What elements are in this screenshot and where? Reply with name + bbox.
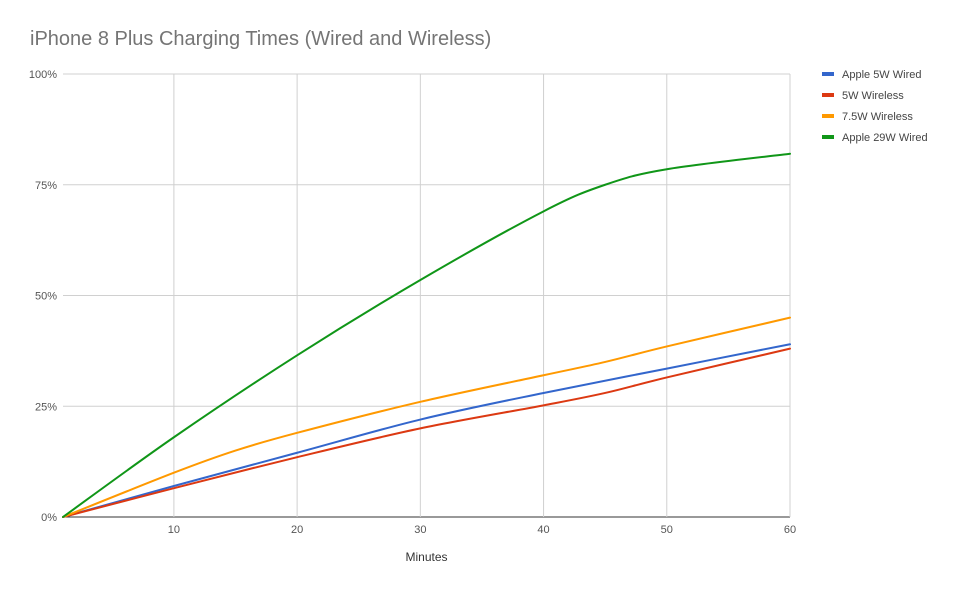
y-tick-label: 100% [29,69,57,81]
x-axis-label: Minutes [405,550,447,564]
legend-swatch [822,114,834,118]
legend-label: 5W Wireless [842,90,904,102]
legend-swatch [822,135,834,139]
x-tick-label: 60 [784,524,796,536]
series-line-5w-wireless [62,347,791,518]
legend-swatch [822,93,834,97]
y-tick-label: 75% [35,180,57,192]
y-tick-label: 25% [35,401,57,413]
x-tick-label: 50 [661,524,673,536]
x-tick-label: 40 [537,524,549,536]
legend-label: 7.5W Wireless [842,111,913,123]
y-tick-label: 0% [41,512,57,524]
series-line-apple-29w-wired [62,152,791,518]
legend-label: Apple 29W Wired [842,132,928,144]
x-tick-label: 30 [414,524,426,536]
chart-title: iPhone 8 Plus Charging Times (Wired and … [30,28,492,50]
x-tick-label: 20 [291,524,303,536]
legend-label: Apple 5W Wired [842,69,921,81]
x-tick-label: 10 [168,524,180,536]
y-tick-label: 50% [35,291,57,303]
series-line-apple-5w-wired [62,343,791,518]
series-line-7-5w-wireless [62,316,791,518]
legend-swatch [822,72,834,76]
